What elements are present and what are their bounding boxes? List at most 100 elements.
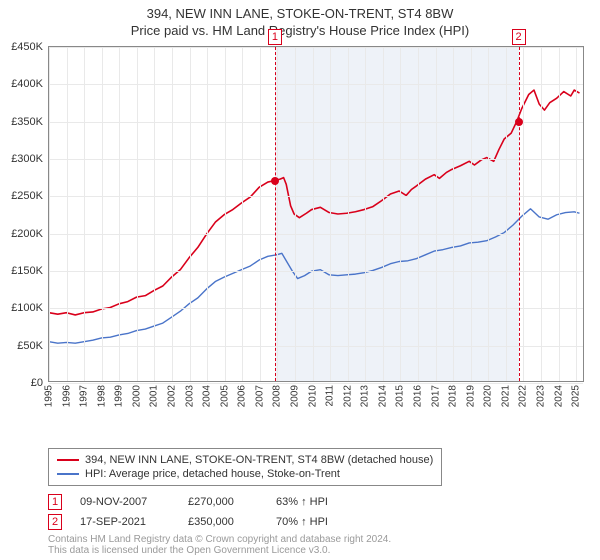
line-layer bbox=[49, 47, 583, 381]
legend-swatch bbox=[57, 473, 79, 475]
y-tick-label: £200K bbox=[11, 228, 43, 240]
title-subtitle: Price paid vs. HM Land Registry's House … bbox=[0, 21, 600, 38]
sale-vline bbox=[519, 47, 520, 381]
x-tick-label: 2020 bbox=[483, 385, 494, 407]
x-tick-label: 2014 bbox=[377, 385, 388, 407]
x-gridline bbox=[365, 47, 366, 381]
x-tick-label: 2001 bbox=[149, 385, 160, 407]
x-tick-label: 2005 bbox=[219, 385, 230, 407]
x-tick-label: 2023 bbox=[536, 385, 547, 407]
sale-diff: 70% ↑ HPI bbox=[276, 516, 356, 528]
x-gridline bbox=[190, 47, 191, 381]
y-gridline bbox=[49, 84, 583, 85]
x-tick-label: 2024 bbox=[553, 385, 564, 407]
x-gridline bbox=[277, 47, 278, 381]
x-tick-label: 2010 bbox=[307, 385, 318, 407]
x-gridline bbox=[260, 47, 261, 381]
y-gridline bbox=[49, 122, 583, 123]
x-tick-label: 2025 bbox=[571, 385, 582, 407]
sale-date: 17-SEP-2021 bbox=[80, 516, 170, 528]
sale-date: 09-NOV-2007 bbox=[80, 496, 170, 508]
x-gridline bbox=[348, 47, 349, 381]
x-gridline bbox=[400, 47, 401, 381]
x-tick-label: 2002 bbox=[167, 385, 178, 407]
series-property-line bbox=[49, 90, 580, 315]
x-gridline bbox=[49, 47, 50, 381]
x-tick-label: 2017 bbox=[430, 385, 441, 407]
x-gridline bbox=[102, 47, 103, 381]
x-tick-label: 2004 bbox=[202, 385, 213, 407]
y-gridline bbox=[49, 234, 583, 235]
x-gridline bbox=[436, 47, 437, 381]
sale-vline bbox=[275, 47, 276, 381]
sale-number-box: 2 bbox=[48, 514, 62, 530]
x-gridline bbox=[137, 47, 138, 381]
y-gridline bbox=[49, 271, 583, 272]
footer-line-2: This data is licensed under the Open Gov… bbox=[48, 545, 391, 556]
y-tick-label: £50K bbox=[17, 340, 43, 352]
y-tick-label: £250K bbox=[11, 190, 43, 202]
x-tick-label: 1997 bbox=[79, 385, 90, 407]
sale-marker-number: 2 bbox=[512, 29, 526, 45]
y-tick-label: £150K bbox=[11, 265, 43, 277]
y-gridline bbox=[49, 308, 583, 309]
x-gridline bbox=[295, 47, 296, 381]
sale-row: 1 09-NOV-2007 £270,000 63% ↑ HPI bbox=[48, 492, 356, 512]
y-gridline bbox=[49, 47, 583, 48]
y-gridline bbox=[49, 383, 583, 384]
sale-price: £350,000 bbox=[188, 516, 258, 528]
x-gridline bbox=[119, 47, 120, 381]
x-gridline bbox=[541, 47, 542, 381]
x-gridline bbox=[453, 47, 454, 381]
legend-label: 394, NEW INN LANE, STOKE-ON-TRENT, ST4 8… bbox=[85, 454, 433, 466]
series-hpi-line bbox=[49, 209, 580, 343]
x-gridline bbox=[523, 47, 524, 381]
sale-diff: 63% ↑ HPI bbox=[276, 496, 356, 508]
x-tick-label: 2003 bbox=[184, 385, 195, 407]
x-tick-label: 2008 bbox=[272, 385, 283, 407]
x-tick-label: 2019 bbox=[465, 385, 476, 407]
x-tick-label: 2016 bbox=[413, 385, 424, 407]
x-tick-label: 1999 bbox=[114, 385, 125, 407]
sales-table: 1 09-NOV-2007 £270,000 63% ↑ HPI 2 17-SEP-202… bbox=[48, 492, 356, 532]
y-tick-label: £100K bbox=[11, 302, 43, 314]
y-tick-label: £400K bbox=[11, 78, 43, 90]
x-tick-label: 2022 bbox=[518, 385, 529, 407]
title-address: 394, NEW INN LANE, STOKE-ON-TRENT, ST4 8… bbox=[0, 0, 600, 21]
y-tick-label: £450K bbox=[11, 41, 43, 53]
x-gridline bbox=[313, 47, 314, 381]
x-tick-label: 2006 bbox=[237, 385, 248, 407]
attribution-footer: Contains HM Land Registry data © Crown c… bbox=[48, 534, 391, 556]
chart-area: £0 £50K £100K £150K £200K £250K £300K £350K £400… bbox=[0, 42, 600, 422]
x-gridline bbox=[330, 47, 331, 381]
x-gridline bbox=[488, 47, 489, 381]
x-tick-label: 2021 bbox=[500, 385, 511, 407]
x-tick-label: 1995 bbox=[44, 385, 55, 407]
x-gridline bbox=[576, 47, 577, 381]
x-tick-label: 1996 bbox=[61, 385, 72, 407]
legend-item: HPI: Average price, detached house, Stok… bbox=[57, 467, 433, 481]
x-gridline bbox=[471, 47, 472, 381]
y-tick-label: £300K bbox=[11, 153, 43, 165]
y-gridline bbox=[49, 159, 583, 160]
x-tick-label: 1998 bbox=[96, 385, 107, 407]
y-gridline bbox=[49, 346, 583, 347]
legend-item: 394, NEW INN LANE, STOKE-ON-TRENT, ST4 8… bbox=[57, 453, 433, 467]
x-gridline bbox=[172, 47, 173, 381]
y-tick-label: £0 bbox=[31, 377, 43, 389]
x-tick-label: 2000 bbox=[131, 385, 142, 407]
x-gridline bbox=[559, 47, 560, 381]
legend-swatch bbox=[57, 459, 79, 461]
x-gridline bbox=[207, 47, 208, 381]
sale-marker-dot bbox=[515, 118, 523, 126]
footer-line-1: Contains HM Land Registry data © Crown c… bbox=[48, 534, 391, 545]
x-gridline bbox=[225, 47, 226, 381]
figure-root: 394, NEW INN LANE, STOKE-ON-TRENT, ST4 8… bbox=[0, 0, 600, 560]
sale-number-box: 1 bbox=[48, 494, 62, 510]
x-tick-label: 2018 bbox=[448, 385, 459, 407]
x-tick-label: 2015 bbox=[395, 385, 406, 407]
x-gridline bbox=[84, 47, 85, 381]
y-tick-label: £350K bbox=[11, 116, 43, 128]
x-tick-label: 2009 bbox=[290, 385, 301, 407]
sale-price: £270,000 bbox=[188, 496, 258, 508]
